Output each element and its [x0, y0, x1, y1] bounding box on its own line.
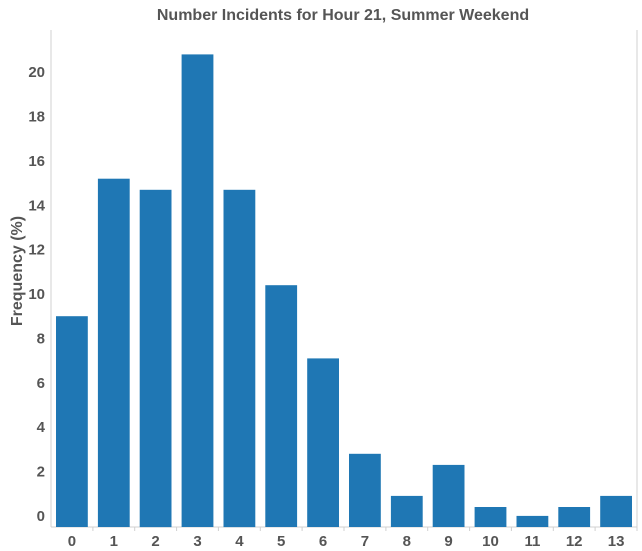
- bar-7: [349, 453, 381, 527]
- x-tick-label: 10: [482, 533, 499, 550]
- bar-5: [265, 285, 298, 527]
- y-tick-label: 8: [37, 330, 45, 347]
- y-tick-label: 6: [37, 375, 45, 392]
- bar-10: [474, 507, 507, 527]
- x-tick-label: 11: [524, 533, 540, 550]
- bars-group: [56, 54, 632, 528]
- x-tick-label: 4: [235, 533, 244, 550]
- chart-title: Number Incidents for Hour 21, Summer Wee…: [157, 7, 529, 24]
- y-tick-label: 16: [28, 153, 45, 170]
- y-tick-label: 14: [28, 197, 45, 214]
- bar-0: [56, 316, 88, 527]
- y-tick-label: 0: [37, 508, 45, 525]
- x-tick-label: 6: [319, 533, 327, 550]
- x-tick-label: 2: [151, 533, 159, 550]
- bar-3: [181, 54, 214, 528]
- bar-6: [307, 358, 339, 527]
- x-tick-label: 3: [193, 533, 201, 550]
- bar-12: [558, 507, 591, 527]
- x-tick-label: 1: [110, 533, 118, 550]
- y-axis-label: Frequency (%): [9, 216, 26, 326]
- bar-11: [516, 515, 549, 527]
- y-ticks-group: 0 2 4 6 8 10 12 14 16 18 20: [28, 64, 45, 525]
- x-ticks-group: 0 1 2 3 4 5 6 7 8 9 10 11 12 13: [68, 527, 638, 550]
- x-tick-label: 8: [403, 533, 411, 550]
- y-tick-label: 10: [28, 286, 45, 303]
- x-tick-label: 7: [361, 533, 369, 550]
- y-tick-label: 12: [28, 242, 45, 259]
- x-tick-label: 0: [68, 533, 76, 550]
- y-tick-label: 20: [28, 64, 45, 81]
- y-tick-label: 4: [37, 419, 46, 436]
- y-tick-label: 18: [28, 109, 45, 126]
- y-tick-label: 2: [37, 464, 45, 481]
- x-tick-label: 9: [444, 533, 452, 550]
- bar-4: [223, 189, 256, 528]
- x-tick-label: 13: [608, 533, 625, 550]
- x-tick-label: 5: [277, 533, 285, 550]
- bar-13: [600, 495, 632, 527]
- bar-1: [97, 178, 130, 527]
- bar-2: [139, 189, 172, 528]
- bar-9: [432, 464, 465, 527]
- bar-8: [390, 495, 423, 527]
- x-tick-label: 12: [566, 533, 583, 550]
